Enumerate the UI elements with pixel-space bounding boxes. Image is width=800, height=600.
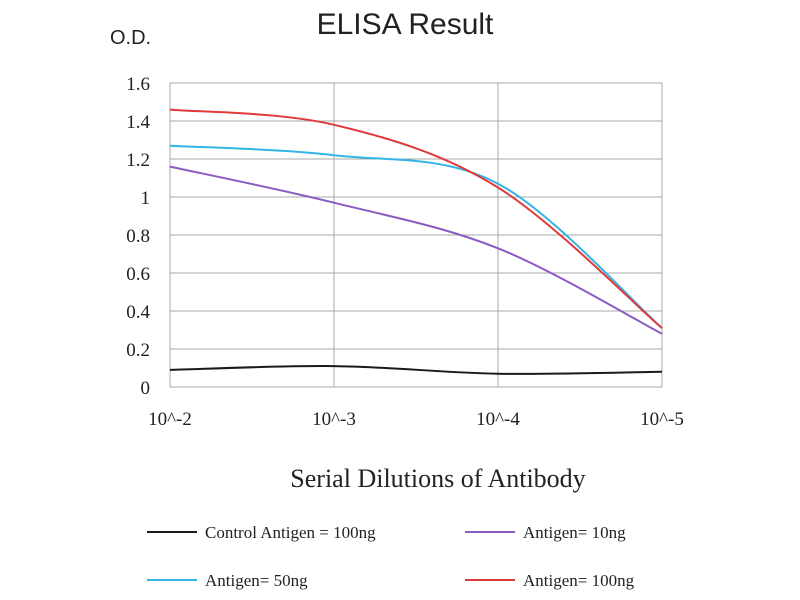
- series-line-3: [169, 108, 663, 329]
- series-line-1: [169, 165, 663, 335]
- y-tick-label: 1.2: [126, 150, 150, 171]
- y-tick-label: 0.6: [126, 264, 150, 285]
- series-lines: [169, 108, 663, 375]
- x-tick-label: 10^-2: [148, 409, 192, 430]
- legend-label: Antigen= 100ng: [523, 571, 635, 590]
- y-tick-label: 1: [141, 188, 151, 209]
- legend-label: Control Antigen = 100ng: [205, 523, 376, 542]
- legend-label: Antigen= 10ng: [523, 523, 626, 542]
- legend: Control Antigen = 100ng Antigen= 10ng Anti…: [147, 523, 635, 590]
- y-tick-label: 1.6: [126, 74, 150, 95]
- series-line-0: [169, 365, 663, 375]
- y-axis-label: O.D.: [110, 27, 151, 49]
- legend-label: Antigen= 50ng: [205, 571, 308, 590]
- y-tick-labels: 0 0.2 0.4 0.6 0.8 1 1.2 1.4 1.6: [126, 74, 150, 399]
- series-line-2: [169, 144, 663, 329]
- y-tick-label: 0.2: [126, 340, 150, 361]
- y-tick-label: 0: [141, 378, 151, 399]
- x-tick-label: 10^-3: [312, 409, 356, 430]
- y-tick-label: 0.8: [126, 226, 150, 247]
- y-tick-label: 0.4: [126, 302, 150, 323]
- gridlines: [169, 82, 663, 388]
- y-tick-label: 1.4: [126, 112, 150, 133]
- x-tick-label: 10^-5: [640, 409, 684, 430]
- x-axis-label: Serial Dilutions of Antibody: [290, 464, 585, 493]
- chart-title: ELISA Result: [317, 8, 494, 41]
- x-tick-label: 10^-4: [476, 409, 520, 430]
- x-tick-labels: 10^-2 10^-3 10^-4 10^-5: [148, 409, 684, 430]
